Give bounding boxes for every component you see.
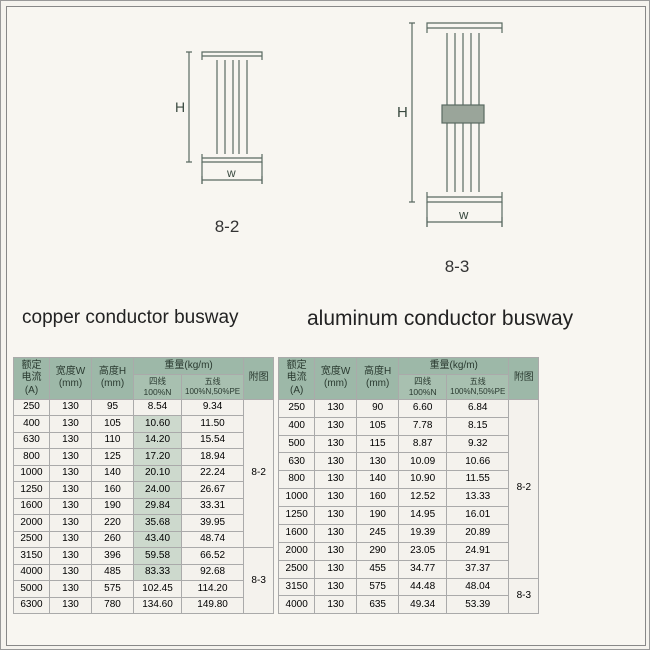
- diagram-8-3-label: 8-3: [387, 257, 527, 277]
- table-row: 160013019029.8433.31: [14, 498, 274, 515]
- table-row: 250013045534.7737.37: [279, 560, 539, 578]
- titles-row: copper conductor busway aluminum conduct…: [22, 307, 642, 331]
- diagram-8-3: H w 8-3: [387, 17, 527, 277]
- diagram-8-2: H w 8-2: [167, 42, 287, 237]
- table-row: 250130958.549.348-2: [14, 399, 274, 416]
- table-row: 200013022035.6839.95: [14, 515, 274, 532]
- aluminum-title: aluminum conductor busway: [307, 307, 642, 331]
- busway-8-3-svg: H w: [387, 17, 527, 252]
- table-row: 315013039659.5866.528-3: [14, 548, 274, 565]
- table-row: 250013026043.4048.74: [14, 531, 274, 548]
- table-row: 125013019014.9516.01: [279, 507, 539, 525]
- copper-table: 额定电流(A)宽度W(mm)高度H(mm)重量(kg/m)附图四线100%N五线…: [13, 357, 274, 614]
- h-label-left: H: [175, 99, 185, 115]
- table-row: 315013057544.4848.048-3: [279, 578, 539, 596]
- table-row: 4001301057.788.15: [279, 417, 539, 435]
- diagram-region: H w 8-2: [7, 17, 645, 297]
- table-row: 125013016024.0026.67: [14, 482, 274, 499]
- table-row: 200013029023.0524.91: [279, 542, 539, 560]
- page-container: H w 8-2: [6, 6, 646, 646]
- tables-region: 额定电流(A)宽度W(mm)高度H(mm)重量(kg/m)附图四线100%N五线…: [7, 357, 645, 614]
- table-row: 80013012517.2018.94: [14, 449, 274, 466]
- table-row: 40013010510.6011.50: [14, 416, 274, 433]
- table-row: 5001301158.879.32: [279, 435, 539, 453]
- table-row: 100013014020.1022.24: [14, 465, 274, 482]
- h-label-right: H: [397, 104, 408, 121]
- table-row: 80013014010.9011.55: [279, 471, 539, 489]
- table-row: 400013048583.3392.68: [14, 564, 274, 581]
- table-row: 400013063549.3453.39: [279, 596, 539, 614]
- aluminum-table: 额定电流(A)宽度W(mm)高度H(mm)重量(kg/m)附图四线100%N五线…: [278, 357, 539, 614]
- table-row: 160013024519.3920.89: [279, 524, 539, 542]
- table-row: 63013013010.0910.66: [279, 453, 539, 471]
- busway-8-2-svg: H w: [167, 42, 287, 212]
- table-row: 250130906.606.848-2: [279, 399, 539, 417]
- table-row: 6300130780134.60149.80: [14, 597, 274, 614]
- w-label-right: w: [458, 207, 469, 222]
- table-row: 100013016012.5213.33: [279, 489, 539, 507]
- table-row: 63013011014.2015.54: [14, 432, 274, 449]
- table-row: 5000130575102.45114.20: [14, 581, 274, 598]
- diagram-8-2-label: 8-2: [167, 217, 287, 237]
- copper-title: copper conductor busway: [22, 307, 307, 331]
- w-label-left: w: [226, 166, 236, 180]
